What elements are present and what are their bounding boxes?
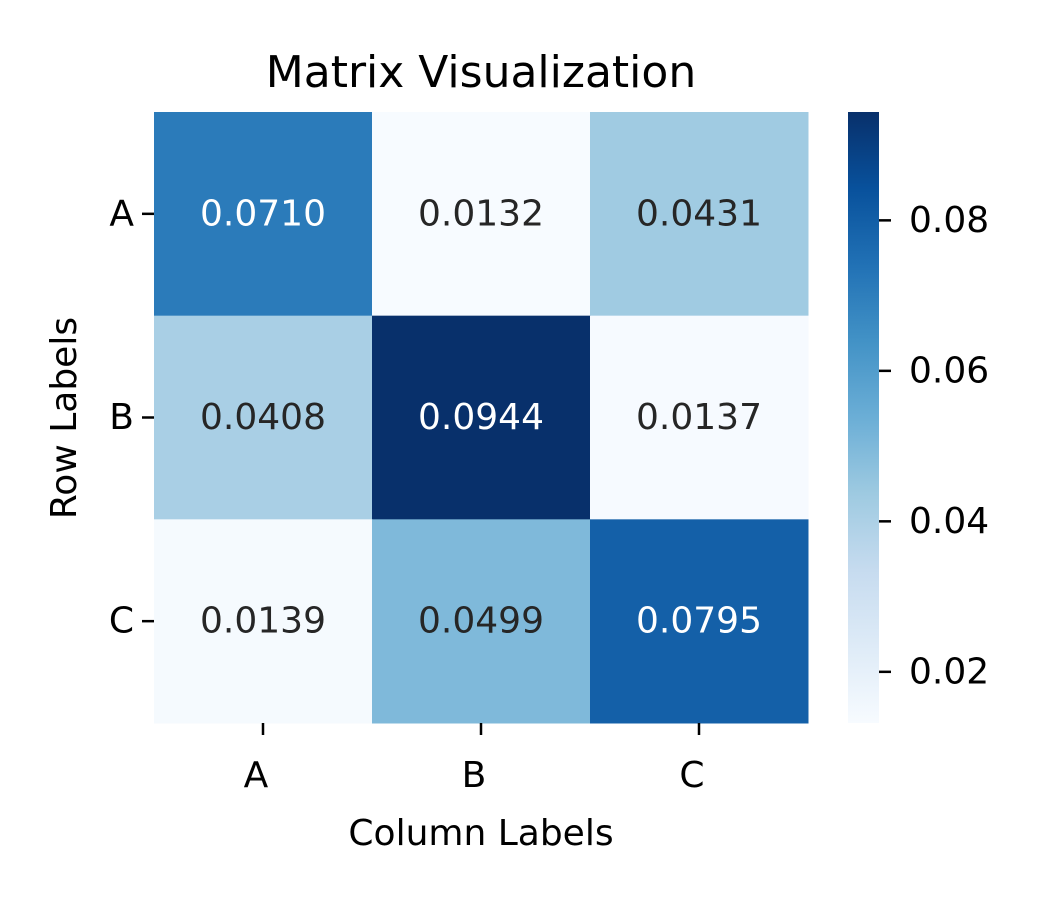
x-tick-label-a: A (244, 755, 269, 796)
x-axis-label: Column Labels (348, 813, 613, 854)
cell-value-a-c: 0.0431 (636, 193, 762, 234)
cell-value-a-b: 0.0132 (418, 193, 544, 234)
heatmap-cell-b-c (590, 315, 809, 520)
cell-value-c-b: 0.0499 (418, 601, 544, 642)
heatmap-cell-c-c (590, 519, 809, 724)
heatmap-cell-c-a (154, 519, 373, 724)
x-axis: A B C (244, 723, 705, 796)
x-tick-label-b: B (462, 755, 487, 796)
cell-value-a-a: 0.0710 (200, 193, 326, 234)
colorbar-tick-label-0: 0.02 (909, 651, 989, 692)
cell-value-b-a: 0.0408 (200, 397, 326, 438)
heatmap-cell-a-b (372, 112, 591, 317)
colorbar-tick-label-3: 0.08 (909, 200, 989, 241)
chart-title: Matrix Visualization (266, 47, 696, 98)
heatmap-cells (154, 112, 809, 724)
heatmap-cell-b-a (154, 315, 373, 520)
y-tick-label-a: A (109, 193, 134, 234)
cell-value-b-b: 0.0944 (418, 397, 544, 438)
heatmap-cell-a-c (590, 112, 809, 317)
cell-value-b-c: 0.0137 (636, 397, 762, 438)
y-tick-label-c: C (109, 601, 134, 642)
cell-value-c-c: 0.0795 (636, 601, 762, 642)
heatmap-cell-a-a (154, 112, 373, 317)
colorbar-tick-label-1: 0.04 (909, 501, 989, 542)
cell-value-c-a: 0.0139 (200, 601, 326, 642)
heatmap-cell-labels: 0.0710 0.0132 0.0431 0.0408 0.0944 0.0137 0.01… (200, 193, 762, 641)
y-axis: A B C (109, 193, 154, 642)
heatmap-cell-b-b (372, 315, 591, 520)
y-tick-label-b: B (109, 397, 134, 438)
heatmap-cell-c-b (372, 519, 591, 724)
x-tick-label-c: C (679, 755, 704, 796)
colorbar-tick-label-2: 0.06 (909, 350, 989, 391)
colorbar (848, 112, 879, 723)
colorbar-ticks: 0.02 0.04 0.06 0.08 (879, 200, 989, 692)
y-axis-label: Row Labels (44, 317, 85, 519)
